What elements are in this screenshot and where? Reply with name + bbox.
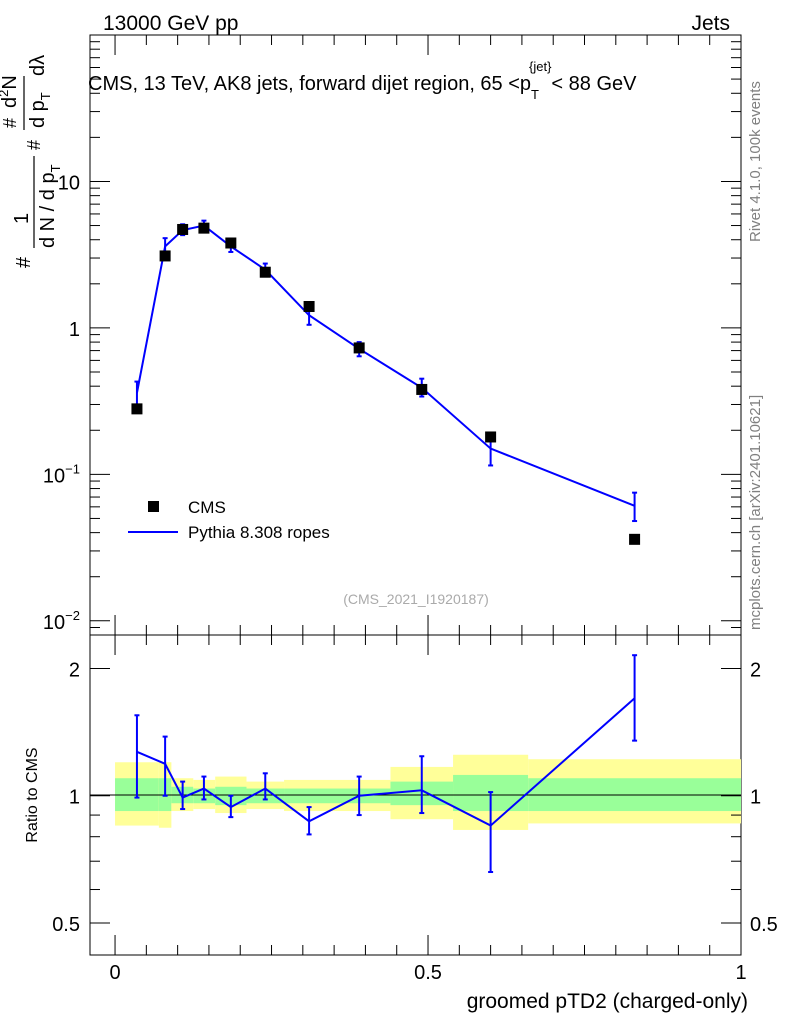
xtick-label-2: 1 [735,962,746,984]
cms-point-10 [629,533,641,545]
legend-pythia-label: Pythia 8.308 ropes [188,523,330,542]
xtick-label-0: 0 [109,962,120,984]
ylabel-hash-left: # [13,256,35,268]
pythia-line [135,224,635,507]
chart-title-sub: T [531,87,539,102]
main-panel-frame [89,34,742,636]
cms-point-6 [303,301,315,313]
cms-point-8 [416,383,428,395]
cms-point-2 [177,223,189,235]
cms-point-7 [353,342,365,354]
main-ytick-exp-1: −1 [65,461,80,476]
cms-point-0 [131,403,143,415]
chart-title: CMS, 13 TeV, AK8 jets, forward dijet reg… [88,59,637,102]
ratio-ytick-label-right-1: 1 [750,787,761,809]
mcplots-label: mcplots.cern.ch [arXiv:2401.10621] [747,395,764,630]
ylabel-denominator-sub: T [48,164,63,172]
svg-text:d pT: d pT [27,92,53,128]
main-ytick-label-2: 1 [69,319,80,341]
cms-point-1 [159,250,171,262]
xtick-label-1: 0.5 [414,962,442,984]
ylabel-numerator: d [0,97,21,108]
svg-text:d N / d pT: d N / d pT [37,164,63,248]
chart-title-sup: {jet} [529,59,552,74]
band-green-6 [284,788,391,804]
main-ytick-base-1: 10 [43,465,65,487]
cms-point-9 [485,431,497,443]
ylabel-hash-num: # [0,118,20,128]
ratio-ytick-label-left-2: 2 [69,659,80,681]
svg-text:d2N: d2N [0,75,21,108]
header-right: Jets [691,12,730,35]
xlabel: groomed pTD2 (charged-only) [467,990,748,1013]
ylabel-hash-mid: # [24,140,44,150]
ylabel-one: 1 [11,213,33,224]
legend-cms-label: CMS [188,498,226,517]
main-ytick-base-0: 10 [43,612,65,634]
ylabel-numerator-sup: 2 [0,90,11,97]
ylabel-numerator-end: N [0,75,21,89]
ratio-ytick-label-right-2: 2 [750,659,761,681]
ratio-ylabel: Ratio to CMS [24,747,41,842]
ratio-ytick-label-right-0: 0.5 [750,914,778,936]
ratio-marks [134,654,638,874]
chart-title-suffix: < 88 GeV [551,73,637,95]
main-ytick-label-3: 10 [58,172,80,194]
main-ytick-exp-0: −2 [65,608,80,623]
ratio-ticks: 0 0.5 1 0.5 0.5 1 1 2 2 [52,635,778,984]
main-ylabel: # 1 d N / d pT # # d2N d pT dλ [0,55,63,268]
ratio-ytick-label-left-0: 0.5 [52,914,80,936]
legend: CMS Pythia 8.308 ropes [128,498,330,542]
cms-point-4 [225,237,237,249]
ylabel-mid-sub: T [38,92,53,100]
ylabel-mid: d p [27,100,49,128]
ylabel-lambda: dλ [27,55,49,76]
rivet-label: Rivet 4.1.0, 100k events [747,81,764,242]
header-left: 13000 GeV pp [103,12,238,35]
watermark: (CMS_2021_I1920187) [343,591,489,607]
ylabel-denominator: d N / d p [37,172,59,248]
chart-title-prefix: CMS, 13 TeV, AK8 jets, forward dijet reg… [88,73,531,95]
main-ytick-label-0: 10−2 [43,608,80,634]
ratio-ytick-label-left-1: 1 [69,787,80,809]
cms-point-3 [198,222,210,234]
main-ytick-label-1: 10−1 [43,461,80,487]
cms-point-5 [259,266,271,278]
main-marks [131,219,641,545]
legend-cms-marker [148,501,159,512]
